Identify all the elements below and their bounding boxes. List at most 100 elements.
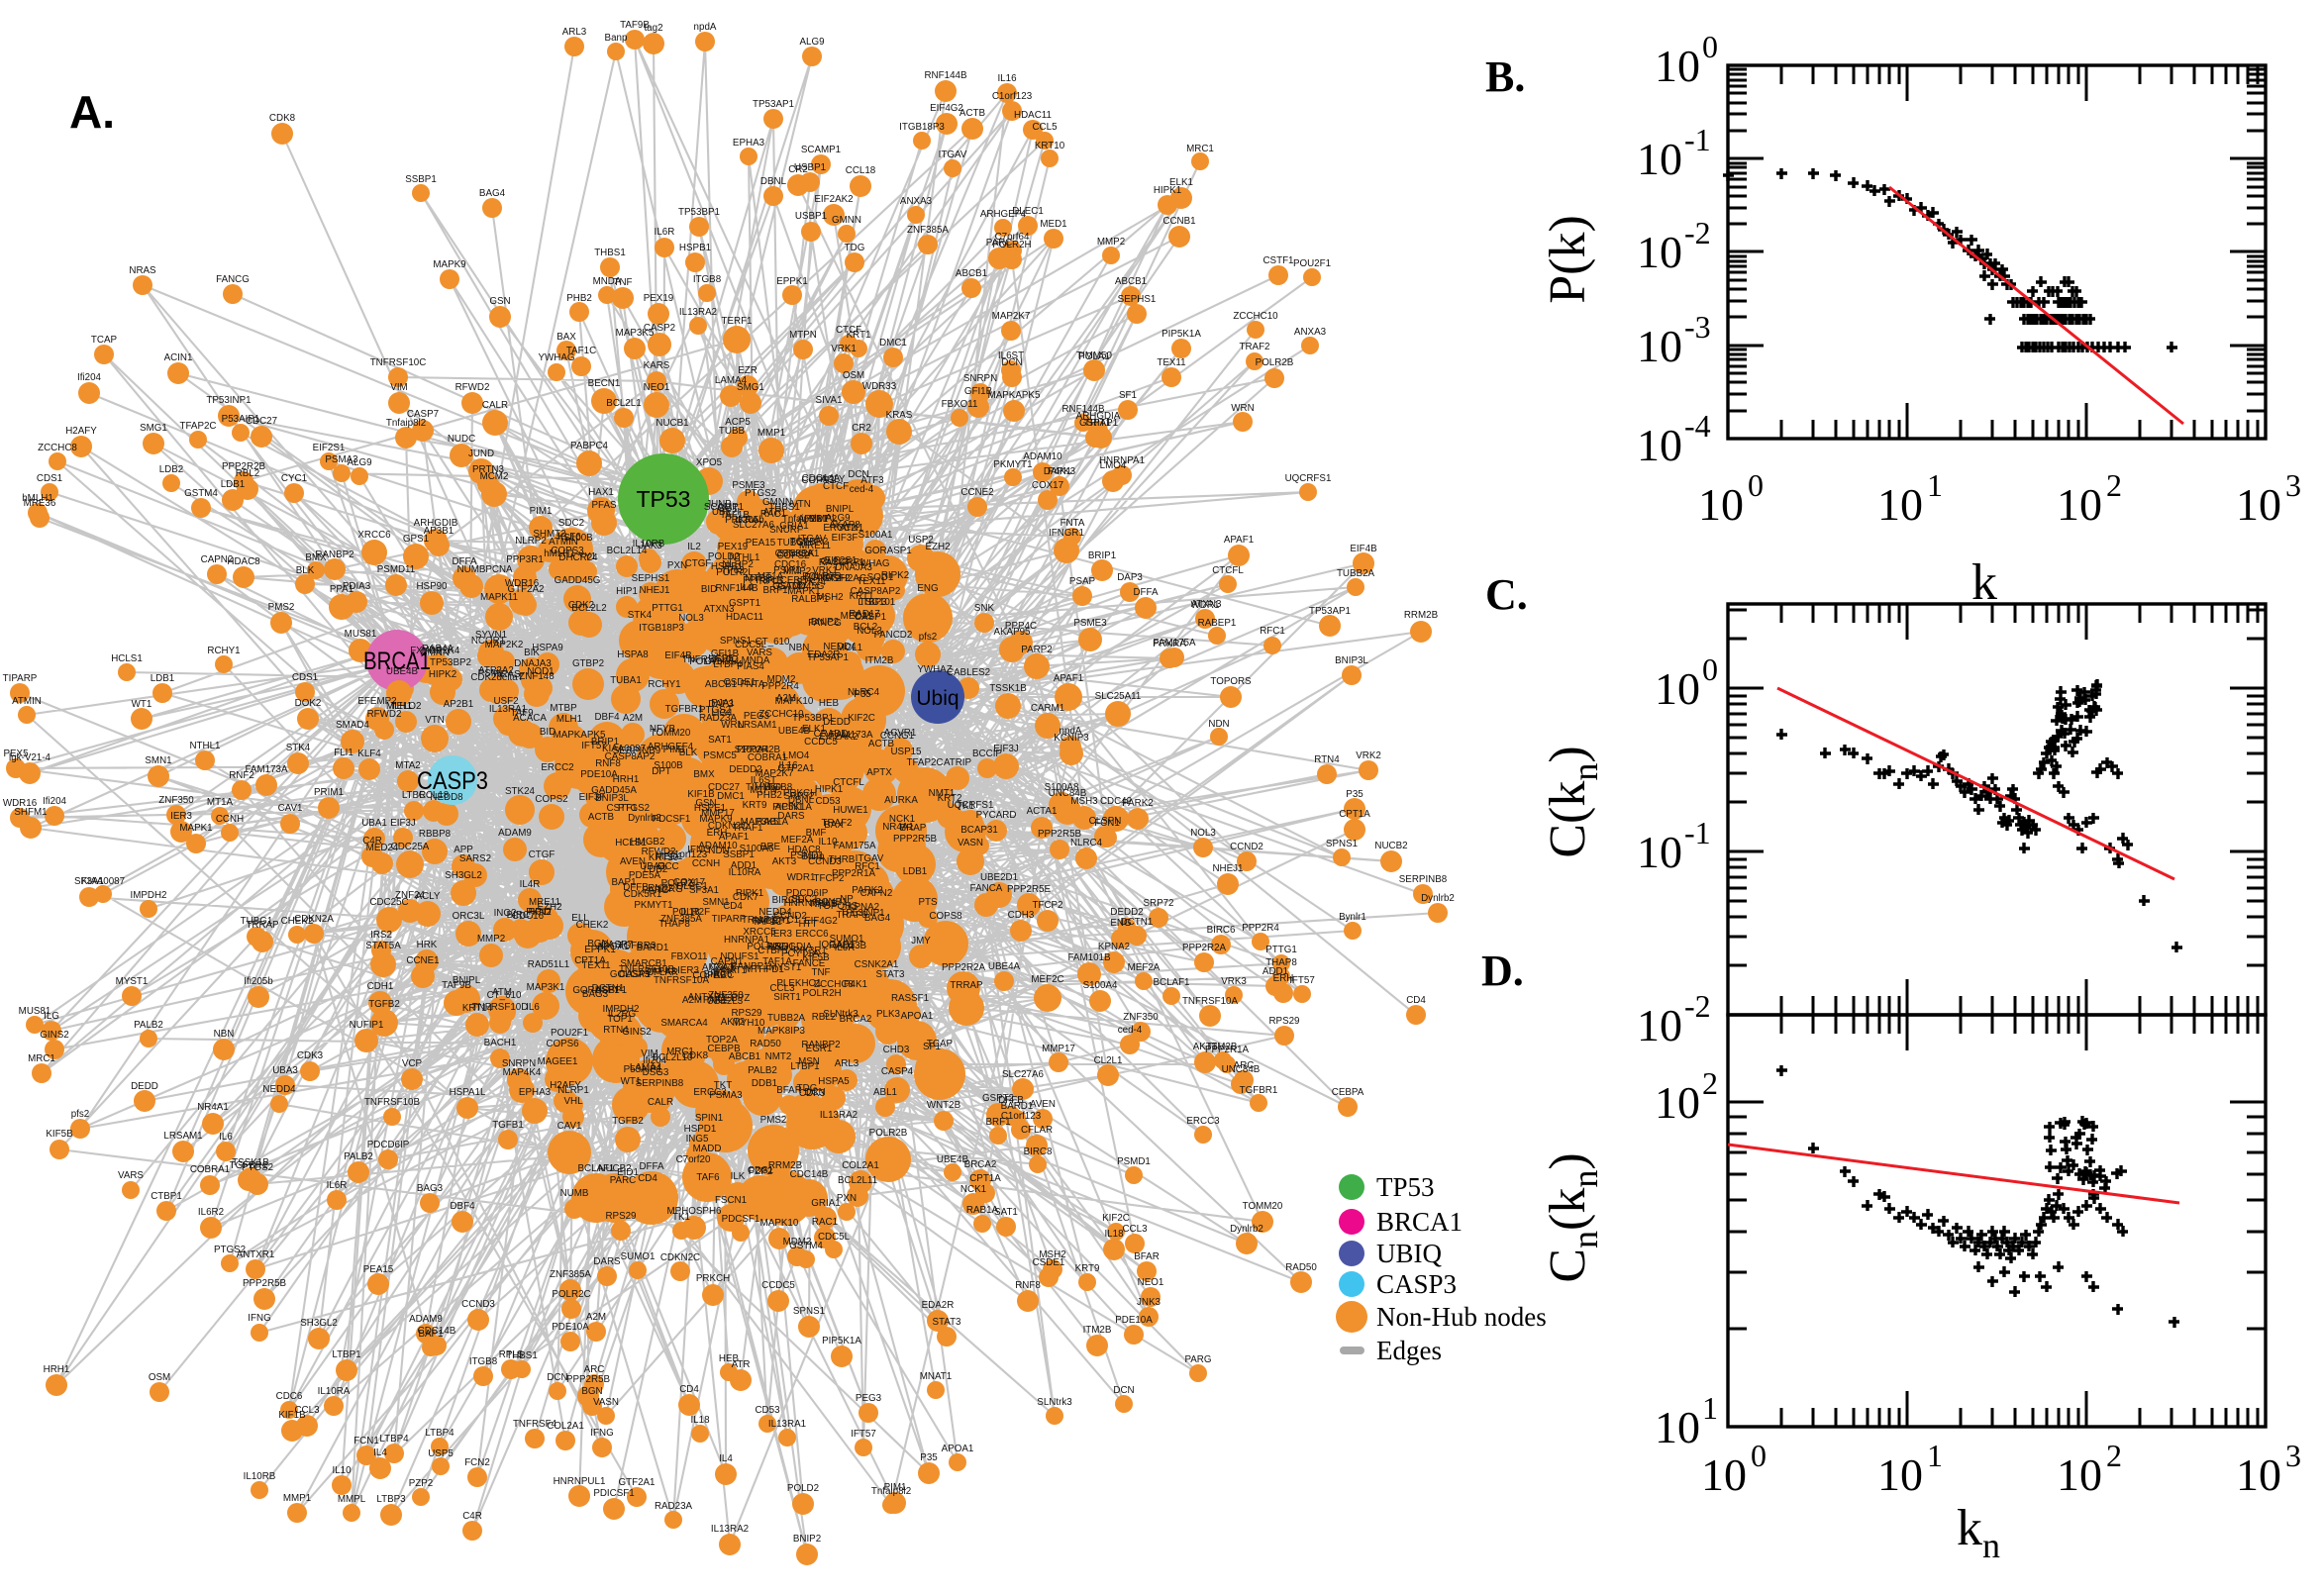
svg-text:SMARCB1: SMARCB1	[620, 958, 666, 969]
svg-text:IL6: IL6	[219, 1132, 233, 1143]
svg-text:CASP1: CASP1	[855, 612, 886, 623]
svg-text:10: 10	[1655, 1402, 1700, 1452]
svg-text:THAP8: THAP8	[1265, 957, 1297, 968]
svg-text:DLEC1: DLEC1	[676, 881, 708, 892]
svg-text:CDC5L: CDC5L	[735, 640, 767, 650]
svg-text:npdA: npdA	[694, 22, 717, 33]
svg-text:USP2: USP2	[908, 535, 934, 546]
svg-text:10: 10	[1655, 663, 1700, 714]
svg-text:CDK2: CDK2	[568, 600, 594, 611]
svg-text:SHMT2: SHMT2	[533, 529, 565, 540]
svg-text:Ifi205b: Ifi205b	[244, 976, 273, 987]
svg-text:TP53: TP53	[637, 486, 691, 512]
svg-text:FNTA: FNTA	[741, 679, 765, 690]
svg-text:MRC1: MRC1	[28, 1053, 55, 1064]
svg-text:ACLY: ACLY	[416, 891, 441, 902]
svg-text:hMLH1: hMLH1	[22, 493, 53, 504]
svg-text:SIVA1: SIVA1	[815, 395, 842, 406]
svg-text:GPS1: GPS1	[403, 534, 429, 545]
svg-text:USP5: USP5	[428, 1448, 454, 1459]
svg-text:PARP2: PARP2	[1021, 645, 1052, 655]
svg-text:TAF9: TAF9	[510, 708, 533, 719]
svg-text:TOPORS: TOPORS	[817, 901, 858, 912]
svg-text:MMP2: MMP2	[1097, 237, 1125, 248]
svg-text:TNFRSF10A: TNFRSF10A	[1182, 996, 1239, 1007]
svg-text:ABCB1: ABCB1	[1115, 276, 1147, 287]
svg-text:CASP3: CASP3	[417, 767, 488, 795]
svg-text:HTT: HTT	[798, 919, 817, 930]
svg-text:TNFRSF4: TNFRSF4	[513, 1419, 557, 1430]
svg-text:JAK3: JAK3	[639, 541, 662, 551]
svg-text:MCL1: MCL1	[837, 643, 862, 653]
svg-text:KRT10: KRT10	[1035, 141, 1065, 151]
svg-text:NRAS: NRAS	[810, 899, 838, 910]
svg-text:S100A4: S100A4	[735, 745, 769, 755]
svg-text:BARD1: BARD1	[637, 943, 669, 953]
svg-text:CDC42: CDC42	[1100, 796, 1132, 807]
svg-text:Ifi204: Ifi204	[43, 796, 67, 807]
svg-text:CDC27: CDC27	[246, 416, 277, 427]
svg-text:TGFB1: TGFB1	[492, 1120, 524, 1131]
svg-text:POLA1: POLA1	[689, 656, 721, 667]
svg-text:IMPDH2: IMPDH2	[602, 1004, 639, 1015]
svg-text:TNFRSF10A: TNFRSF10A	[654, 975, 710, 986]
svg-text:RAD23A: RAD23A	[655, 1501, 693, 1512]
svg-text:BACH1: BACH1	[484, 1038, 517, 1048]
svg-text:S100B: S100B	[654, 760, 683, 771]
svg-text:CASP2: CASP2	[644, 323, 675, 334]
svg-text:MTPN: MTPN	[789, 330, 817, 341]
svg-text:P35: P35	[854, 689, 871, 700]
svg-text:10: 10	[2057, 479, 2102, 530]
svg-text:WRN: WRN	[721, 720, 744, 731]
svg-text:MTBP: MTBP	[550, 703, 577, 714]
svg-text:DSG3: DSG3	[643, 1067, 669, 1078]
svg-text:AKT2: AKT2	[721, 1017, 746, 1028]
svg-text:IL16: IL16	[997, 73, 1017, 84]
svg-text:VASN: VASN	[593, 1397, 619, 1408]
svg-text:RASSF1: RASSF1	[891, 993, 929, 1004]
svg-text:PPP2R5B: PPP2R5B	[243, 1278, 287, 1289]
svg-text:S100A4: S100A4	[1083, 980, 1118, 991]
svg-text:GSTM4: GSTM4	[772, 581, 806, 592]
svg-text:SNURF: SNURF	[769, 525, 803, 536]
svg-text:ITGB8: ITGB8	[693, 274, 722, 285]
svg-text:A2M: A2M	[623, 713, 643, 724]
svg-text:VRK1: VRK1	[831, 344, 857, 354]
svg-text:GMNN: GMNN	[762, 497, 792, 508]
svg-text:MAP3K5: MAP3K5	[616, 328, 655, 339]
svg-text:2: 2	[2106, 1438, 2122, 1473]
svg-text:NTHL1: NTHL1	[729, 552, 759, 563]
svg-text:SLC25A11: SLC25A11	[1095, 691, 1142, 702]
svg-text:KIF2C: KIF2C	[848, 713, 875, 724]
svg-text:BAG4: BAG4	[479, 188, 506, 199]
svg-text:PIP5K1A: PIP5K1A	[822, 1336, 861, 1347]
svg-text:TGFBR2: TGFBR2	[790, 537, 829, 548]
svg-text:PTGS2: PTGS2	[699, 705, 731, 716]
svg-text:CCNE2: CCNE2	[960, 487, 993, 498]
svg-text:LDB2: LDB2	[644, 864, 668, 875]
svg-text:CCL3: CCL3	[1122, 1224, 1148, 1235]
svg-text:PSMD1: PSMD1	[790, 850, 824, 861]
svg-text:LTBP3: LTBP3	[858, 597, 887, 608]
svg-text:RFC1: RFC1	[1260, 626, 1285, 637]
svg-text:MNDA: MNDA	[742, 655, 770, 666]
svg-text:SPNS1: SPNS1	[1326, 839, 1358, 849]
svg-text:ENG: ENG	[917, 583, 938, 594]
svg-text:BID: BID	[540, 727, 556, 738]
svg-text:PCNA: PCNA	[485, 564, 513, 575]
svg-text:BRIP1: BRIP1	[591, 737, 619, 748]
svg-text:CDK3: CDK3	[297, 1050, 324, 1061]
svg-text:KIAA0087: KIAA0087	[81, 876, 125, 887]
svg-text:HSPA9: HSPA9	[532, 643, 562, 653]
svg-text:POLR2H: POLR2H	[992, 240, 1031, 250]
svg-text:YY1: YY1	[578, 551, 597, 562]
svg-text:ATP2A2: ATP2A2	[478, 665, 514, 676]
svg-text:UBE4B: UBE4B	[386, 666, 419, 677]
svg-text:MAGEE1: MAGEE1	[538, 1056, 578, 1067]
svg-text:JUNB: JUNB	[706, 499, 732, 510]
svg-text:APAF1: APAF1	[1054, 673, 1083, 684]
svg-text:IL10RA: IL10RA	[318, 1386, 351, 1397]
svg-text:RCHY1: RCHY1	[648, 679, 680, 690]
svg-text:Tnfaip8l2: Tnfaip8l2	[386, 418, 426, 429]
svg-text:DMC1: DMC1	[717, 791, 745, 802]
